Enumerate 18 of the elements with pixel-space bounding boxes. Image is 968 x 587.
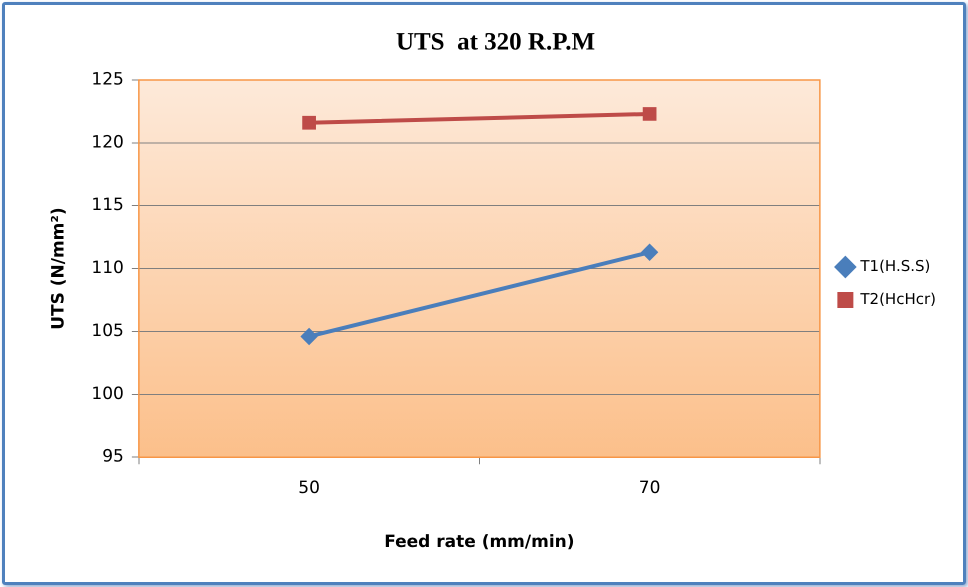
x-axis-title: Feed rate (mm/min) (384, 532, 575, 552)
y-tick-label: 125 (91, 69, 124, 90)
point (300, 328, 318, 345)
point (641, 244, 658, 261)
y-tick-label: 115 (91, 195, 124, 216)
x-tick-label: 50 (298, 478, 320, 498)
x-tick-label: 70 (638, 478, 660, 498)
point (642, 107, 656, 121)
legend-label: T1(H.S.S) (859, 256, 930, 275)
y-tick-label: 95 (102, 446, 124, 467)
legend-label: T2(HcHcr) (859, 290, 936, 308)
point (302, 116, 316, 130)
y-tick-label: 100 (91, 384, 124, 404)
y-tick-label: 120 (91, 132, 124, 152)
y-tick-label: 110 (91, 258, 124, 278)
chart-title: UTS at 320 R.P.M (396, 28, 596, 56)
y-tick-label: 105 (91, 320, 124, 341)
y-axis-title: UTS (N/mm²) (48, 207, 69, 330)
